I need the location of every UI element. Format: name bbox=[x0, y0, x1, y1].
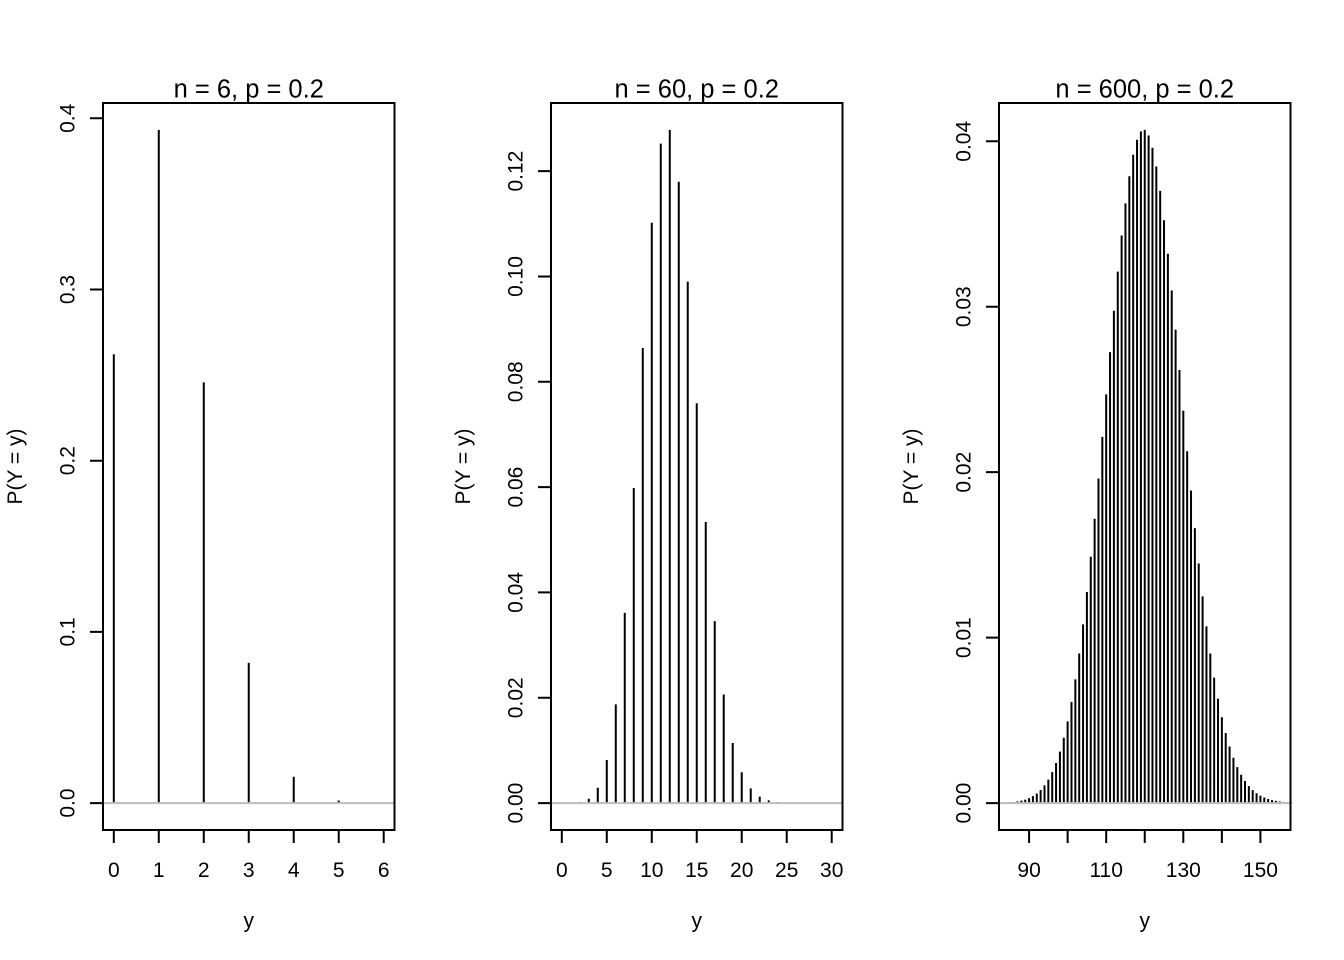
svg-text:20: 20 bbox=[730, 859, 753, 882]
svg-text:0.02: 0.02 bbox=[953, 452, 976, 493]
svg-text:0.4: 0.4 bbox=[57, 103, 80, 133]
svg-text:y: y bbox=[692, 910, 703, 933]
svg-text:0.08: 0.08 bbox=[505, 361, 528, 402]
svg-text:6: 6 bbox=[378, 859, 390, 882]
svg-text:1: 1 bbox=[153, 859, 165, 882]
svg-text:n = 60, p = 0.2: n = 60, p = 0.2 bbox=[615, 75, 779, 103]
svg-text:0.00: 0.00 bbox=[505, 783, 528, 824]
svg-text:0.12: 0.12 bbox=[505, 151, 528, 192]
svg-text:30: 30 bbox=[820, 859, 843, 882]
svg-text:0.06: 0.06 bbox=[505, 467, 528, 508]
svg-text:4: 4 bbox=[288, 859, 300, 882]
svg-text:10: 10 bbox=[640, 859, 663, 882]
svg-text:0.0: 0.0 bbox=[57, 788, 80, 817]
svg-text:0.00: 0.00 bbox=[953, 783, 976, 824]
svg-text:0: 0 bbox=[556, 859, 568, 882]
svg-text:0.04: 0.04 bbox=[505, 572, 528, 613]
svg-text:0.3: 0.3 bbox=[57, 275, 80, 304]
svg-text:0.02: 0.02 bbox=[505, 677, 528, 718]
svg-text:5: 5 bbox=[333, 859, 345, 882]
svg-text:15: 15 bbox=[685, 859, 708, 882]
svg-text:P(Y = y): P(Y = y) bbox=[452, 428, 475, 504]
svg-text:3: 3 bbox=[243, 859, 255, 882]
svg-text:0.10: 0.10 bbox=[505, 256, 528, 297]
svg-text:n = 600, p = 0.2: n = 600, p = 0.2 bbox=[1055, 75, 1234, 103]
svg-text:0.01: 0.01 bbox=[953, 617, 976, 658]
svg-text:5: 5 bbox=[601, 859, 613, 882]
svg-text:0.03: 0.03 bbox=[953, 286, 976, 327]
svg-text:0: 0 bbox=[108, 859, 120, 882]
svg-text:25: 25 bbox=[775, 859, 798, 882]
svg-text:P(Y = y): P(Y = y) bbox=[900, 428, 923, 504]
svg-text:P(Y = y): P(Y = y) bbox=[4, 428, 27, 504]
svg-text:130: 130 bbox=[1166, 859, 1201, 882]
svg-text:n = 6, p = 0.2: n = 6, p = 0.2 bbox=[174, 75, 324, 103]
svg-text:y: y bbox=[244, 910, 255, 933]
svg-text:150: 150 bbox=[1243, 859, 1278, 882]
svg-text:90: 90 bbox=[1017, 859, 1040, 882]
svg-text:y: y bbox=[1140, 910, 1151, 933]
svg-text:0.04: 0.04 bbox=[953, 121, 976, 162]
svg-text:0.1: 0.1 bbox=[57, 617, 80, 646]
svg-text:2: 2 bbox=[198, 859, 210, 882]
svg-text:110: 110 bbox=[1089, 859, 1122, 882]
svg-text:0.2: 0.2 bbox=[57, 446, 80, 475]
